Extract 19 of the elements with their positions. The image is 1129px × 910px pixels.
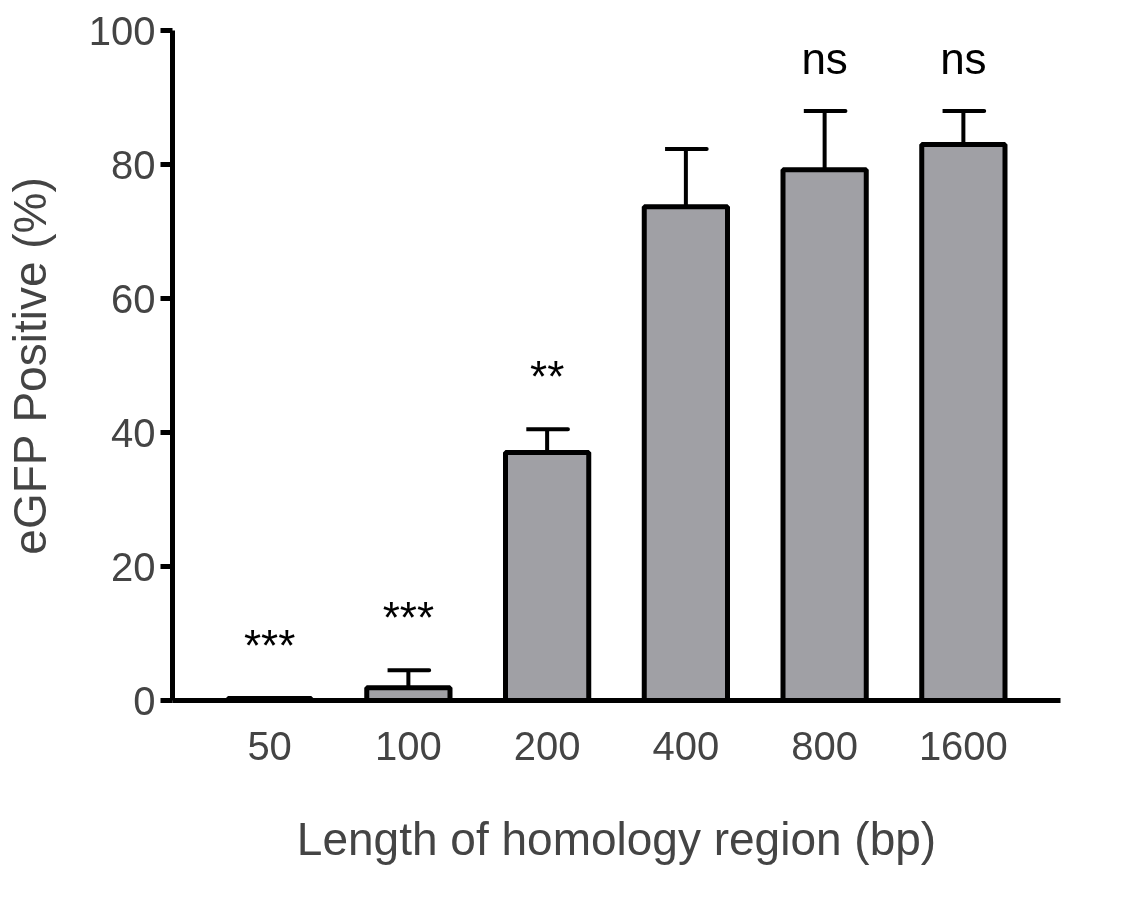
x-tick-label: 100 [375, 723, 442, 768]
x-tick-label: 800 [791, 723, 859, 768]
y-tick-label: 20 [111, 544, 156, 589]
x-tick-label: 50 [247, 723, 292, 768]
data-label: ** [530, 352, 565, 402]
y-tick-label: 80 [111, 142, 156, 187]
x-tick-label: 1600 [918, 723, 1008, 768]
x-tick-label: 400 [652, 723, 720, 768]
data-label: *** [382, 593, 435, 643]
y-tick-label: 40 [111, 410, 156, 455]
data-label: ns [940, 33, 987, 83]
y-tick-label: 60 [111, 276, 156, 321]
x-axis-title: Length of homology region (bp) [296, 812, 937, 865]
y-tick-label: 0 [133, 678, 156, 723]
data-label: ns [801, 33, 848, 83]
data-label: *** [243, 621, 296, 671]
x-tick-label: 200 [513, 723, 581, 768]
y-axis-title: eGFP Positive (%) [3, 177, 56, 555]
y-tick-label: 100 [88, 8, 156, 53]
